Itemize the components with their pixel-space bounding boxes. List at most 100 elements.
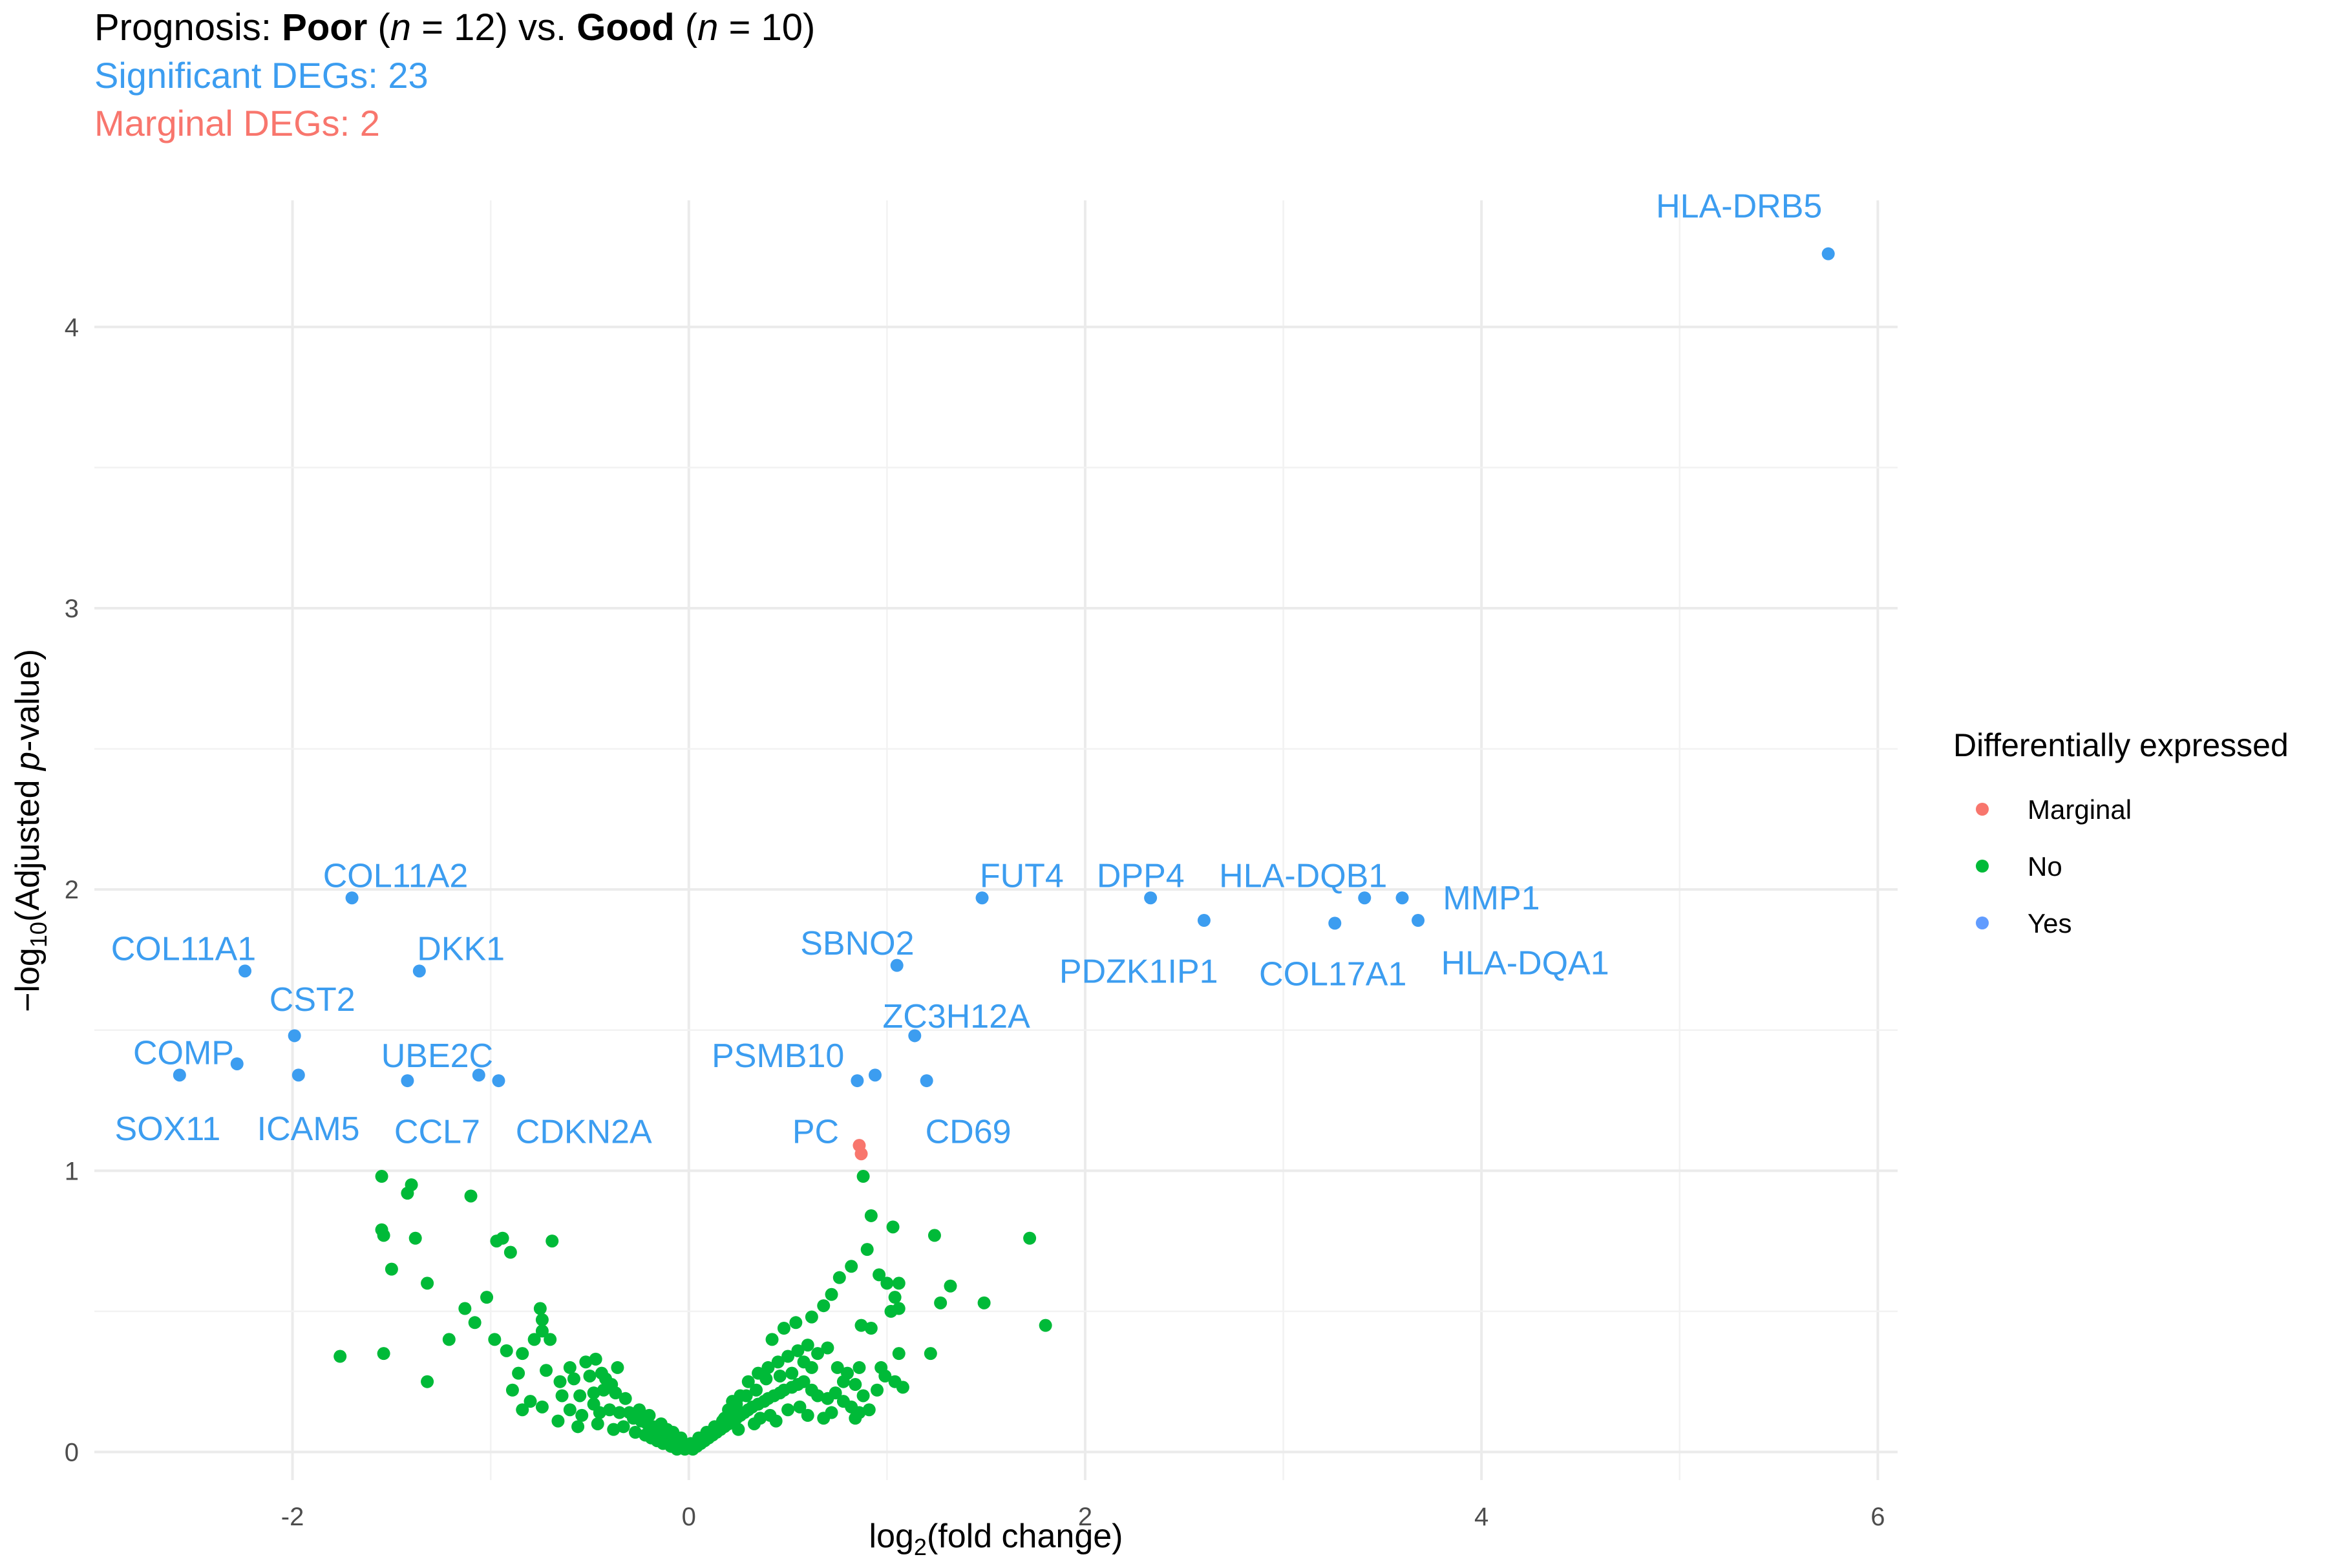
point-not-significant [761,1361,775,1374]
point-not-significant [591,1417,604,1430]
subtitle-significant: Significant DEGs: 23 [94,55,429,96]
point-significant [230,1057,244,1070]
point-significant [1197,914,1211,927]
point-not-significant [611,1361,624,1374]
point-significant [401,1074,414,1088]
point-not-significant [516,1403,529,1417]
point-not-significant [421,1277,434,1290]
gene-label: CDKN2A [516,1113,652,1150]
point-not-significant [934,1296,948,1309]
point-not-significant [886,1220,900,1234]
point-not-significant [535,1324,549,1338]
point-not-significant [573,1389,587,1403]
point-not-significant [759,1372,773,1386]
point-not-significant [593,1406,606,1419]
point-not-significant [375,1170,388,1183]
point-not-significant [377,1347,390,1361]
point-not-significant [377,1229,390,1242]
legend-label: Marginal [2028,794,2132,825]
legend-title: Differentially expressed [1953,727,2289,763]
point-not-significant [892,1277,906,1290]
point-significant [868,1068,882,1082]
title-prefix: Prognosis: [94,6,282,48]
point-not-significant [797,1375,810,1388]
gene-label: PSMB10 [712,1037,844,1075]
point-not-significant [797,1355,810,1369]
legend-key [1976,860,1989,873]
point-significant [492,1074,505,1088]
title-group1: Poor [282,6,367,48]
gene-label: HLA-DRB5 [1656,188,1822,226]
point-not-significant [791,1344,805,1357]
x-tick-label: 0 [682,1503,696,1531]
gene-label: MMP1 [1443,880,1540,917]
point-not-significant [633,1403,646,1417]
title-n2-close: = 10) [718,6,815,48]
gene-label: COL11A1 [111,931,257,968]
y-tick-label: 1 [65,1157,79,1185]
point-not-significant [579,1355,593,1369]
point-not-significant [1023,1231,1037,1245]
gene-label: CD69 [926,1113,1012,1150]
point-not-significant [603,1403,617,1417]
gene-labels: HLA-DRB5 COL11A2 COL11A1 DKK1 CST2 COMP SOX11 I… [111,188,1823,1151]
point-not-significant [773,1369,787,1383]
title-n1-close: = 12) vs. [411,6,577,48]
point-significant [908,1029,922,1043]
x-tick-label: -2 [281,1503,304,1531]
point-not-significant [442,1333,456,1346]
point-not-significant [864,1209,878,1222]
legend-label: No [2028,851,2062,882]
point-not-significant [544,1333,557,1346]
point-significant [1821,247,1835,260]
legend-key [1976,803,1989,816]
point-not-significant [597,1383,610,1397]
point-not-significant [944,1279,957,1293]
point-not-significant [533,1302,547,1315]
point-not-significant [765,1333,779,1346]
point-not-significant [458,1302,472,1315]
point-not-significant [781,1350,795,1363]
point-not-significant [1039,1319,1052,1332]
point-significant [1412,914,1425,927]
subtitle-marginal: Marginal DEGs: 2 [94,103,380,143]
tick-labels: -2 0 2 4 6 0 1 2 3 4 [65,313,1885,1531]
point-significant [851,1074,864,1088]
legend: Differentially expressed Marginal No Yes [1953,727,2289,938]
point-significant [472,1068,485,1082]
point-not-significant [805,1310,818,1324]
gene-label: SBNO2 [800,925,914,962]
point-not-significant [516,1347,529,1361]
title-n2-open: ( [675,6,697,48]
point-not-significant [873,1268,886,1282]
legend-key [1976,916,1989,929]
point-not-significant [892,1302,906,1315]
gene-label: CCL7 [394,1113,480,1150]
point-not-significant [832,1271,846,1284]
point-not-significant [642,1408,656,1422]
point-not-significant [871,1383,884,1397]
point-not-significant [862,1403,876,1417]
point-not-significant [555,1389,569,1403]
point-not-significant [334,1350,347,1363]
point-not-significant [617,1420,630,1434]
point-not-significant [546,1234,559,1248]
point-not-significant [408,1231,422,1245]
point-not-significant [825,1406,838,1419]
y-tick-label: 4 [65,313,79,342]
point-not-significant [480,1291,494,1304]
point-not-significant [619,1392,632,1405]
point-not-significant [741,1375,755,1388]
point-not-significant [825,1287,838,1301]
point-not-significant [821,1341,834,1355]
grid [94,200,1898,1480]
point-not-significant [732,1423,745,1436]
gene-label: ZC3H12A [883,998,1031,1035]
legend-label: Yes [2028,908,2072,938]
point-not-significant [829,1386,842,1400]
point-not-significant [880,1277,894,1290]
y-tick-label: 0 [65,1438,79,1467]
point-not-significant [575,1408,589,1422]
gene-label: PDZK1IP1 [1059,953,1218,990]
